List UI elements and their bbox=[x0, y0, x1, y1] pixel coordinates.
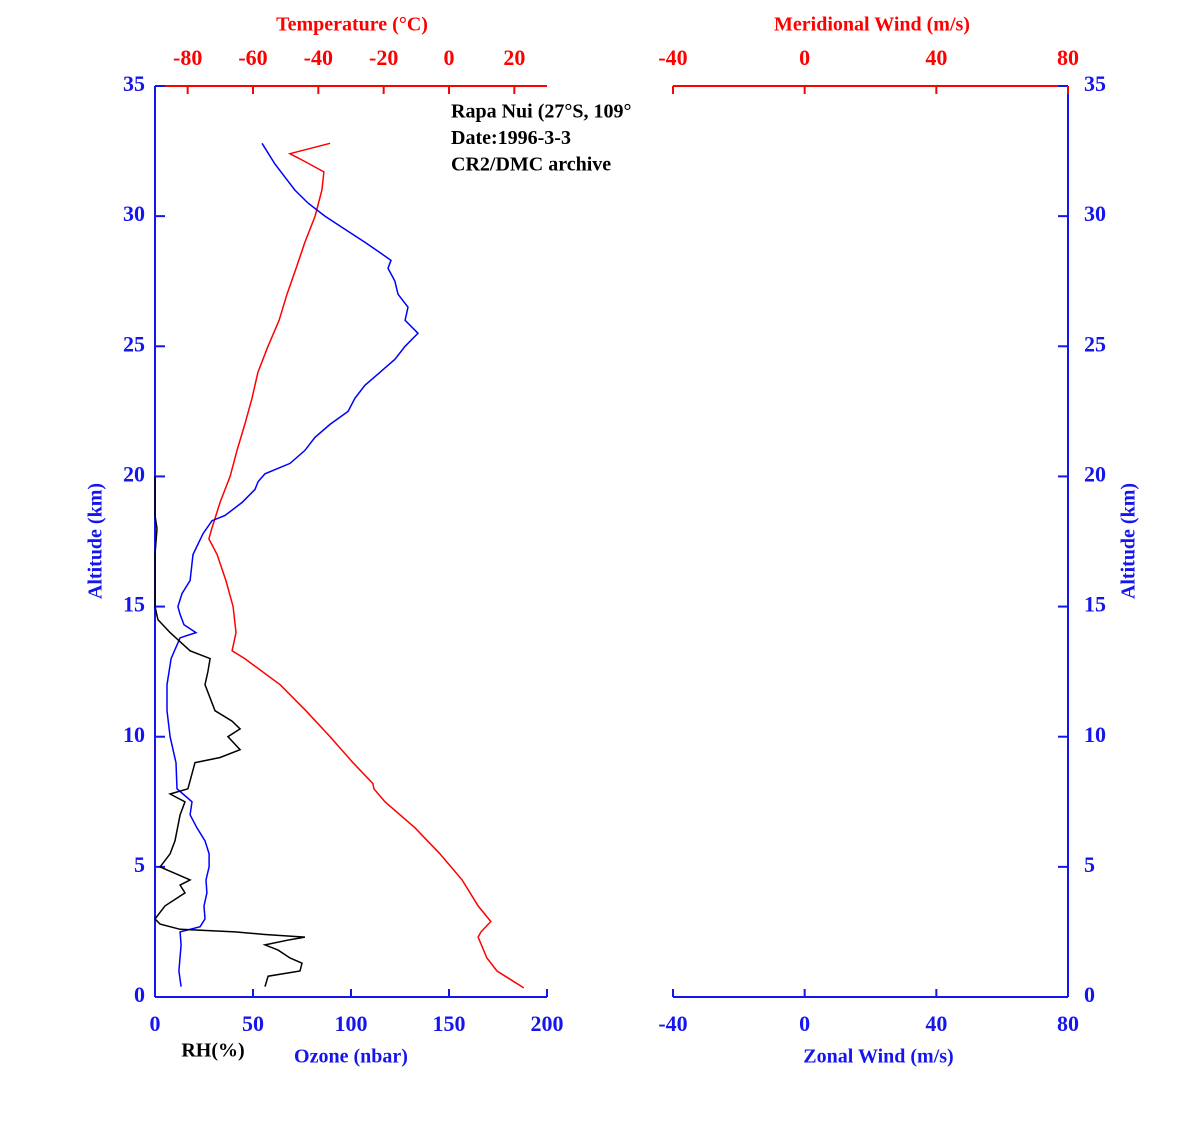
y-tick-label: 5 bbox=[134, 852, 145, 877]
x-tick-label: 80 bbox=[1057, 1011, 1079, 1036]
y-tick-label: 30 bbox=[1084, 201, 1106, 226]
x2-axis-label: Meridional Wind (m/s) bbox=[774, 14, 970, 36]
x2-tick-label: -80 bbox=[173, 45, 202, 70]
profile-line bbox=[154, 476, 306, 987]
profile-line bbox=[208, 142, 525, 989]
y-tick-label: 10 bbox=[1084, 722, 1106, 747]
x2-tick-label: 20 bbox=[503, 45, 525, 70]
x2-tick-label: 0 bbox=[444, 45, 455, 70]
y-axis-label: Altitude (km) bbox=[1118, 483, 1140, 599]
x-tick-label: 200 bbox=[531, 1011, 564, 1036]
annotation: CR2/DMC archive bbox=[451, 154, 611, 176]
y-tick-label: 5 bbox=[1084, 852, 1095, 877]
y-tick-label: 10 bbox=[123, 722, 145, 747]
y-tick-label: 15 bbox=[1084, 592, 1106, 617]
annotation: Rapa Nui (27°S, 109° bbox=[451, 101, 631, 123]
series-label: RH(%) bbox=[181, 1040, 244, 1062]
x-tick-label: 0 bbox=[799, 1011, 810, 1036]
x2-tick-label: -40 bbox=[304, 45, 333, 70]
y-tick-label: 0 bbox=[134, 982, 145, 1007]
x-tick-label: 150 bbox=[433, 1011, 466, 1036]
y-tick-label: 25 bbox=[123, 331, 145, 356]
x-tick-label: 100 bbox=[335, 1011, 368, 1036]
y-axis-label: Altitude (km) bbox=[85, 483, 107, 599]
x2-tick-label: -40 bbox=[658, 45, 687, 70]
x2-tick-label: -60 bbox=[238, 45, 267, 70]
x2-tick-label: -20 bbox=[369, 45, 398, 70]
y-tick-label: 25 bbox=[1084, 331, 1106, 356]
y-tick-label: 0 bbox=[1084, 982, 1095, 1007]
y-tick-label: 35 bbox=[123, 71, 145, 96]
x-tick-label: 40 bbox=[925, 1011, 947, 1036]
profile-line bbox=[166, 142, 420, 987]
y-tick-label: 20 bbox=[123, 461, 145, 486]
x-axis-label: Ozone (nbar) bbox=[294, 1046, 408, 1068]
y-tick-label: 20 bbox=[1084, 461, 1106, 486]
x2-tick-label: 80 bbox=[1057, 45, 1079, 70]
x2-tick-label: 0 bbox=[799, 45, 810, 70]
x-axis-label: Zonal Wind (m/s) bbox=[803, 1046, 953, 1068]
x2-axis-label: Temperature (°C) bbox=[276, 14, 428, 36]
y-tick-label: 15 bbox=[123, 592, 145, 617]
y-tick-label: 30 bbox=[123, 201, 145, 226]
annotation: Date:1996-3-3 bbox=[451, 127, 571, 149]
x-tick-label: -40 bbox=[658, 1011, 687, 1036]
y-tick-label: 35 bbox=[1084, 71, 1106, 96]
x-tick-label: 0 bbox=[150, 1011, 161, 1036]
x-tick-label: 50 bbox=[242, 1011, 264, 1036]
x2-tick-label: 40 bbox=[925, 45, 947, 70]
